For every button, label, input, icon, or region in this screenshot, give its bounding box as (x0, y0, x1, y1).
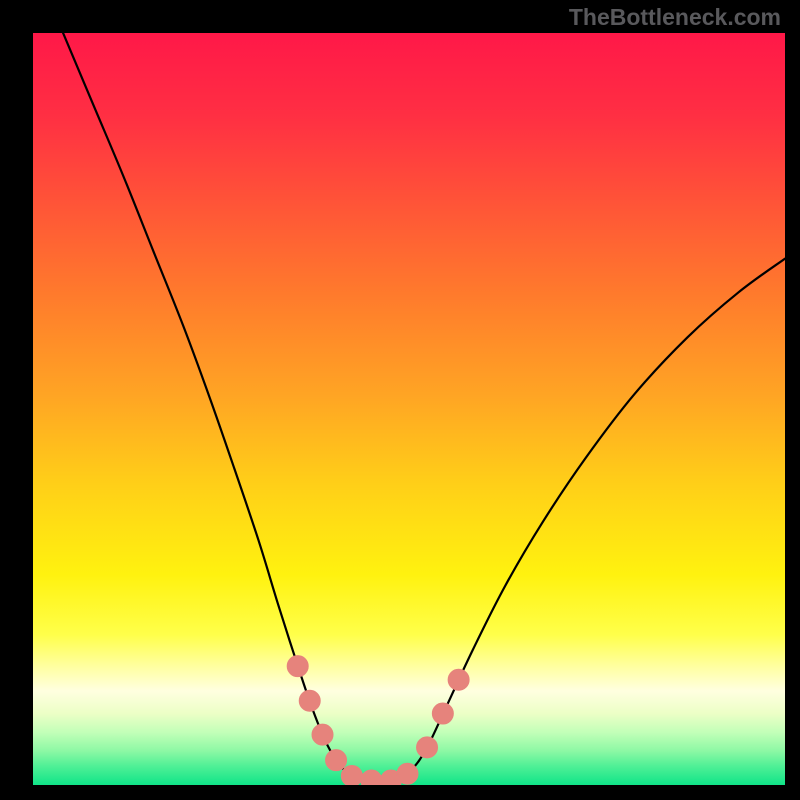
curve-marker (299, 690, 320, 711)
watermark-label: TheBottleneck.com (569, 4, 781, 31)
curve-marker (448, 669, 469, 690)
curve-marker (417, 737, 438, 758)
curve-marker (326, 750, 347, 771)
curve-marker (397, 763, 418, 784)
curve-marker (312, 724, 333, 745)
frame-border-right (785, 0, 800, 800)
curve-marker (341, 765, 362, 785)
chart-plot-area (33, 33, 785, 785)
curve-markers (33, 33, 785, 785)
curve-marker (361, 770, 382, 785)
frame-border-bottom (0, 785, 800, 800)
curve-marker (287, 656, 308, 677)
curve-marker (432, 703, 453, 724)
frame-border-left (0, 0, 33, 800)
